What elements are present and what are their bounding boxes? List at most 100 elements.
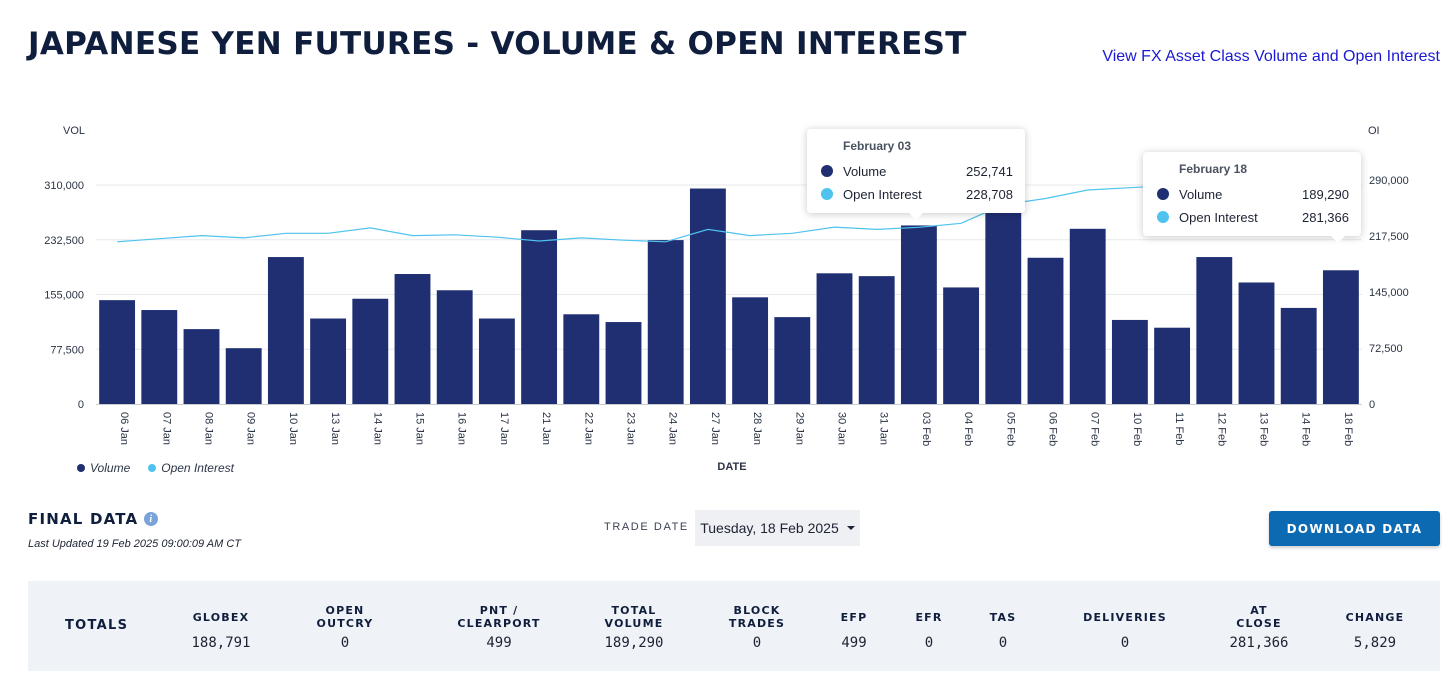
left-tick-label: 310,000 [44,180,84,192]
volume-bar [1322,270,1359,404]
volume-bar [352,298,389,404]
x-tick-label: 03 Feb [920,412,932,446]
legend-item-open-interest[interactable]: Open Interest [148,461,234,475]
download-data-button[interactable]: DOWNLOAD DATA [1269,511,1440,546]
right-tick-label: 72,500 [1369,343,1403,355]
x-tick-label: 13 Feb [1258,412,1270,446]
tooltip-february-03: February 03 Volume 252,741 Open Interest… [807,129,1025,220]
volume-bar [225,348,262,404]
totals-value: 0 [924,635,934,651]
x-tick-label: 07 Jan [160,412,172,445]
tooltip-volume-value: 189,290 [1302,186,1349,202]
right-tick-label: 145,000 [1369,287,1409,299]
tooltip-february-18: February 18 Volume 189,290 Open Interest… [1143,152,1361,243]
fx-volume-oi-link[interactable]: View FX Asset Class Volume and Open Inte… [1102,48,1440,65]
volume-bar [478,318,515,404]
x-tick-label: 29 Jan [793,412,805,445]
totals-label: TOTALS [65,618,129,633]
x-tick-label: 15 Jan [414,412,426,445]
x-tick-label: 30 Jan [836,412,848,445]
volume-bar [900,225,937,404]
oi-dot-icon [821,188,833,200]
volume-bar [1196,257,1233,404]
final-data-title: FINAL DATA [28,510,139,528]
x-tick-label: 08 Jan [203,412,215,445]
x-tick-label: 18 Feb [1342,412,1354,446]
volume-bar [1238,282,1275,404]
totals-panel: TOTALS GLOBEX 188,791 OPEN OUTCRY 0 PNT … [28,581,1440,671]
tooltip-date: February 18 [1179,162,1248,176]
right-tick-label: 290,000 [1369,175,1409,187]
info-icon[interactable]: i [144,512,159,526]
oi-dot-icon [1157,211,1169,223]
volume-bar [858,276,895,404]
right-tick-label: 0 [1369,399,1375,411]
totals-header: AT CLOSE [1236,604,1282,630]
left-tick-label: 0 [78,399,84,411]
totals-value: 0 [752,635,762,651]
volume-bar [732,297,769,404]
x-tick-label: 28 Jan [751,412,763,445]
x-tick-label: 06 Feb [1047,412,1059,446]
legend-volume-label: Volume [90,461,131,475]
totals-header: TOTAL VOLUME [604,604,664,630]
volume-bar [943,287,980,404]
volume-bar [563,314,600,404]
totals-value: 189,290 [604,635,664,651]
x-tick-label: 04 Feb [962,412,974,446]
x-tick-label: 22 Jan [582,412,594,445]
x-tick-label: 23 Jan [625,412,637,445]
volume-bar [816,273,853,404]
x-tick-label: 16 Jan [456,412,468,445]
x-tick-label: 10 Jan [287,412,299,445]
volume-bar [985,212,1022,404]
x-tick-label: 31 Jan [878,412,890,445]
x-tick-label: 17 Jan [498,412,510,445]
totals-value: 0 [998,635,1008,651]
x-tick-label: 05 Feb [1004,412,1016,446]
volume-bar [99,300,136,404]
volume-bar [394,274,431,404]
legend-oi-label: Open Interest [161,461,234,475]
x-tick-label: 07 Feb [1089,412,1101,446]
totals-header: PNT / CLEARPORT [457,604,541,630]
caret-down-icon [846,526,855,530]
trade-date-dropdown[interactable]: Tuesday, 18 Feb 2025 [695,510,860,546]
tooltip-volume-label: Volume [1179,186,1223,202]
volume-bar [605,322,642,404]
totals-header: BLOCK TRADES [728,604,786,630]
totals-value: 0 [1120,635,1130,651]
volume-bar [310,318,347,404]
totals-header: CHANGE [1345,610,1405,624]
totals-header: GLOBEX [192,610,250,624]
x-tick-label: 11 Feb [1173,412,1185,445]
totals-value: 499 [841,635,867,651]
x-axis-title: DATE [717,461,746,473]
tooltip-oi-value: 228,708 [966,186,1013,202]
totals-header: OPEN OUTCRY [316,604,374,630]
last-updated-text: Last Updated 19 Feb 2025 09:00:09 AM CT [28,538,242,550]
x-tick-label: 10 Feb [1131,412,1143,446]
totals-header: TAS [989,610,1017,624]
totals-value: 188,791 [191,635,251,651]
totals-value: 281,366 [1229,635,1289,651]
legend-item-volume[interactable]: Volume [77,461,130,475]
volume-bar [521,230,558,404]
totals-header: EFR [915,610,943,624]
volume-bar [1027,257,1064,404]
volume-bar [1111,319,1148,404]
volume-dot-icon [1157,188,1169,200]
page-title: JAPANESE YEN FUTURES - VOLUME & OPEN INT… [28,26,967,62]
open-interest-line [117,184,1341,243]
tooltip-volume-value: 252,741 [966,163,1013,179]
totals-header: EFP [840,610,868,624]
trade-date-value: Tuesday, 18 Feb 2025 [700,520,839,536]
volume-dot-icon [77,464,85,472]
x-tick-label: 14 Jan [371,412,383,445]
left-tick-label: 77,500 [50,344,84,356]
x-tick-label: 27 Jan [709,412,721,445]
totals-value: 5,829 [1353,635,1397,651]
right-axis-title: OI [1368,125,1380,137]
volume-bar [1154,327,1191,404]
x-tick-label: 06 Jan [118,412,130,445]
